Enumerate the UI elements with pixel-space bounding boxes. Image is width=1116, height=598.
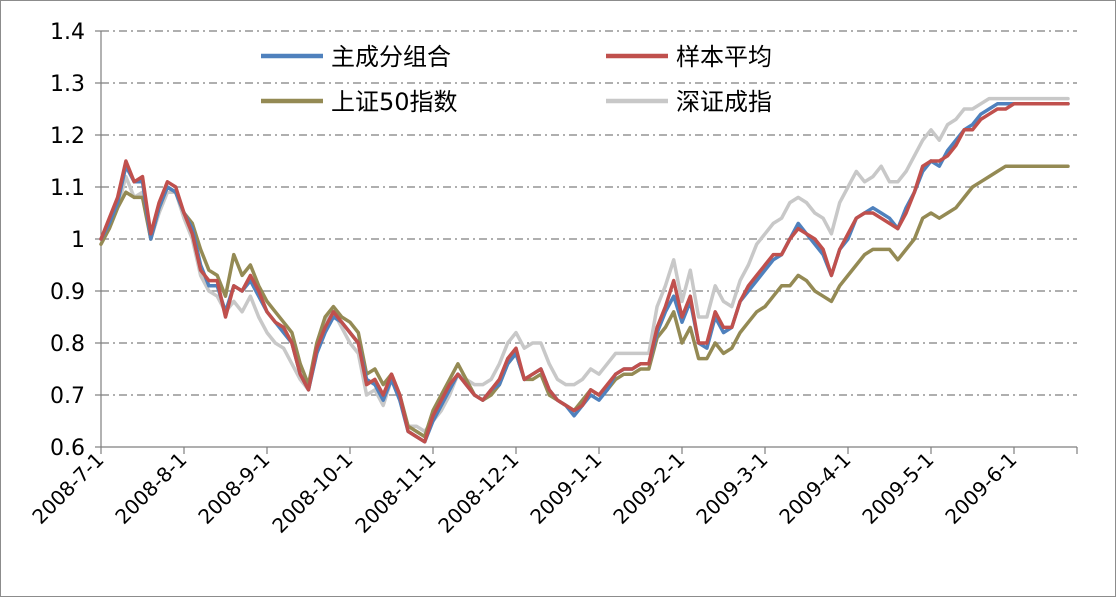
grid-layer bbox=[101, 30, 1077, 396]
x-tick-label: 2009-1-1 bbox=[525, 448, 606, 529]
x-tick-label: 2008-10-1 bbox=[267, 448, 357, 538]
x-tick-label: 2009-6-1 bbox=[940, 448, 1021, 529]
y-tick-label: 0.6 bbox=[50, 436, 85, 461]
legend-label: 上证50指数 bbox=[331, 88, 458, 116]
legend-label: 主成分组合 bbox=[331, 43, 451, 71]
y-tick-label: 1 bbox=[71, 228, 85, 253]
y-tick-label: 0.9 bbox=[50, 280, 85, 305]
x-tick-label: 2009-4-1 bbox=[774, 448, 855, 529]
x-tick-label: 2008-11-1 bbox=[350, 448, 440, 538]
x-tick-label: 2008-12-1 bbox=[433, 448, 523, 538]
legend-label: 样本平均 bbox=[676, 43, 772, 71]
series-line-2 bbox=[99, 102, 1070, 444]
y-tick-label: 1.1 bbox=[50, 176, 85, 201]
y-tick-label: 0.7 bbox=[50, 384, 85, 409]
series-line-4 bbox=[99, 96, 1070, 434]
y-tick-label: 0.8 bbox=[50, 332, 85, 357]
y-tick-label: 1.2 bbox=[50, 124, 85, 149]
x-tick-label: 2009-5-1 bbox=[857, 448, 938, 529]
x-tick-label: 2009-2-1 bbox=[608, 448, 689, 529]
legend-label: 深证成指 bbox=[676, 88, 772, 116]
series-layer bbox=[99, 96, 1070, 444]
x-tick-label: 2008-8-1 bbox=[110, 448, 191, 529]
y-tick-label: 1.4 bbox=[50, 20, 85, 45]
x-tick-label: 2008-9-1 bbox=[193, 448, 274, 529]
y-tick-label: 1.3 bbox=[50, 72, 85, 97]
x-tick-label: 2009-3-1 bbox=[691, 448, 772, 529]
